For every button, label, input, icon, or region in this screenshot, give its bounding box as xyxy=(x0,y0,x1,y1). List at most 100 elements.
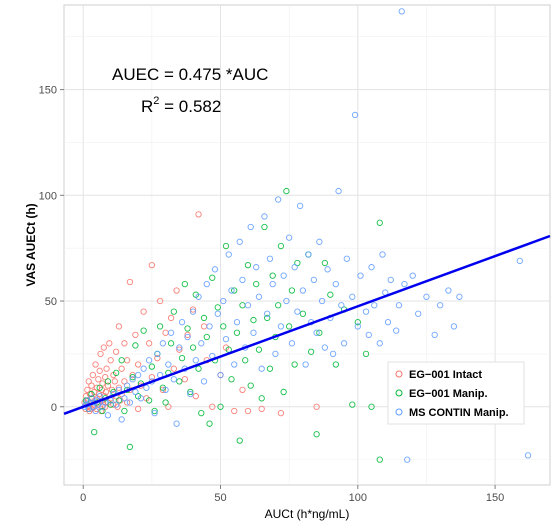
data-point-series-2 xyxy=(258,395,265,402)
data-point-series-3 xyxy=(118,416,125,423)
data-point-series-2 xyxy=(167,340,175,347)
data-point-series-2 xyxy=(145,397,153,404)
data-point-series-3 xyxy=(176,344,183,351)
data-point-series-3 xyxy=(173,420,180,427)
data-point-series-3 xyxy=(371,302,378,309)
data-point-series-1 xyxy=(239,386,246,393)
data-point-series-3 xyxy=(437,302,444,309)
annotation-equation: AUEC = 0.475 *AUC xyxy=(112,65,268,84)
x-tick-label: 150 xyxy=(486,492,504,504)
data-point-series-3 xyxy=(275,196,282,203)
y-tick-label: 100 xyxy=(39,190,57,202)
data-point-series-2 xyxy=(184,325,191,332)
data-point-series-1 xyxy=(148,374,156,381)
data-point-series-2 xyxy=(99,407,106,415)
data-point-series-3 xyxy=(121,395,128,402)
data-point-series-2 xyxy=(118,357,125,364)
data-point-series-2 xyxy=(316,329,323,336)
data-point-series-2 xyxy=(209,274,216,281)
data-point-series-2 xyxy=(280,388,287,396)
data-point-series-3 xyxy=(368,264,375,271)
data-point-series-3 xyxy=(409,272,416,279)
data-point-series-3 xyxy=(283,297,290,305)
data-point-series-3 xyxy=(203,280,210,288)
data-point-series-3 xyxy=(343,255,350,262)
data-point-series-2 xyxy=(264,314,271,322)
data-point-series-3 xyxy=(132,388,139,396)
data-point-series-3 xyxy=(296,202,304,210)
data-point-series-3 xyxy=(137,395,145,402)
data-point-series-1 xyxy=(113,348,120,355)
data-point-series-3 xyxy=(233,319,241,326)
data-point-series-2 xyxy=(269,272,276,279)
data-point-series-2 xyxy=(332,361,339,368)
data-point-series-2 xyxy=(288,287,296,294)
data-point-series-2 xyxy=(307,348,315,355)
data-point-series-2 xyxy=(286,323,293,330)
data-point-series-3 xyxy=(261,213,268,220)
data-point-series-1 xyxy=(176,346,183,353)
data-point-series-3 xyxy=(277,323,285,330)
data-point-series-2 xyxy=(266,365,274,372)
data-point-series-2 xyxy=(313,431,320,438)
legend-label: EG−001 Manip. xyxy=(409,388,488,400)
data-point-series-3 xyxy=(349,293,356,300)
data-point-series-2 xyxy=(253,280,260,288)
data-point-series-3 xyxy=(351,111,359,119)
fit-line xyxy=(63,234,551,415)
data-point-series-3 xyxy=(456,293,463,300)
data-point-series-3 xyxy=(220,297,227,305)
data-point-series-3 xyxy=(178,319,186,326)
data-point-series-3 xyxy=(165,361,172,368)
data-point-series-2 xyxy=(231,287,238,294)
data-point-series-2 xyxy=(178,354,186,362)
data-point-series-1 xyxy=(134,405,142,413)
data-point-series-1 xyxy=(159,386,166,393)
data-point-series-1 xyxy=(258,405,265,413)
data-point-series-2 xyxy=(129,374,136,381)
r2-base: R xyxy=(141,97,153,116)
legend: EG−001 Intact EG−001 Manip. MS CONTIN Mani… xyxy=(387,361,525,425)
r2-value: = 0.582 xyxy=(159,97,221,116)
data-point-series-2 xyxy=(198,409,205,417)
data-point-series-3 xyxy=(445,287,452,294)
data-point-series-2 xyxy=(217,403,224,410)
data-point-series-2 xyxy=(283,187,290,195)
data-point-series-1 xyxy=(97,350,104,358)
data-point-series-3 xyxy=(244,302,252,309)
data-point-series-1 xyxy=(145,340,153,347)
data-point-series-3 xyxy=(145,357,153,364)
data-point-series-1 xyxy=(192,393,199,400)
data-point-series-3 xyxy=(354,323,361,330)
data-point-series-2 xyxy=(275,302,282,309)
data-point-series-1 xyxy=(104,382,112,389)
data-point-series-1 xyxy=(181,376,188,383)
data-point-series-3 xyxy=(321,344,328,351)
data-point-series-2 xyxy=(121,407,128,415)
data-point-series-3 xyxy=(365,331,372,339)
data-point-series-1 xyxy=(189,306,197,313)
data-point-series-3 xyxy=(126,399,134,406)
data-point-series-3 xyxy=(250,329,257,336)
data-point-series-3 xyxy=(140,365,147,372)
y-tick-label: 50 xyxy=(45,296,57,308)
data-point-series-2 xyxy=(203,333,210,341)
data-point-series-2 xyxy=(220,323,227,330)
data-point-series-2 xyxy=(255,346,263,353)
data-point-series-2 xyxy=(222,242,230,250)
data-point-series-2 xyxy=(362,350,370,358)
data-point-series-2 xyxy=(148,363,156,370)
x-axis-title: AUCt (h*ng/mL) xyxy=(265,507,350,521)
data-point-series-3 xyxy=(222,335,230,343)
data-point-series-3 xyxy=(214,310,221,317)
data-point-series-3 xyxy=(92,407,99,415)
data-point-series-3 xyxy=(192,357,199,364)
data-point-series-2 xyxy=(376,219,383,226)
data-point-series-3 xyxy=(280,272,287,279)
data-point-series-3 xyxy=(187,390,194,398)
data-point-series-3 xyxy=(357,272,364,279)
data-point-series-3 xyxy=(167,329,175,336)
data-point-series-3 xyxy=(159,340,166,347)
data-point-series-3 xyxy=(423,293,430,300)
data-point-series-3 xyxy=(184,333,191,341)
